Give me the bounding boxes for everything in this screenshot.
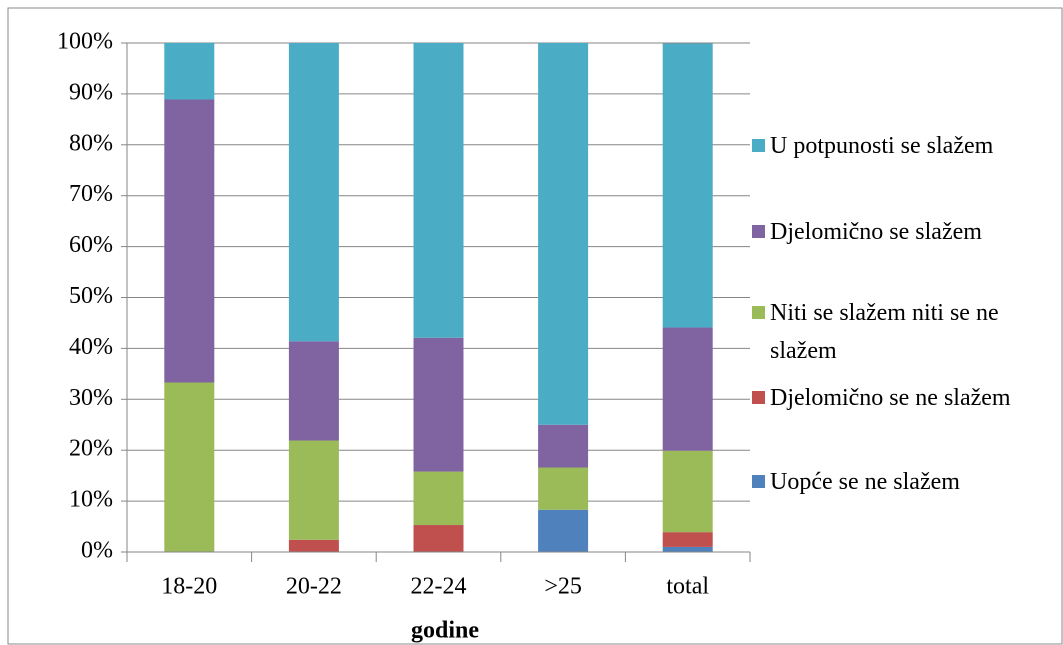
legend-swatch	[752, 306, 765, 319]
legend-entry: U potpunosti se slažem	[752, 127, 1055, 165]
legend-entry: Djelomično se ne slažem	[752, 379, 1055, 417]
x-tick-label: 22-24	[411, 574, 467, 600]
legend-label: U potpunosti se slažem	[770, 133, 994, 159]
y-tick-label: 70%	[69, 181, 113, 207]
bar-segment	[538, 424, 589, 468]
bar-segment	[413, 525, 464, 552]
y-tick-label: 100%	[57, 29, 113, 55]
y-tick-label: 10%	[69, 487, 113, 513]
legend-swatch	[752, 139, 765, 152]
bar-segment	[413, 43, 464, 338]
y-tick-label: 60%	[69, 232, 113, 258]
legend-swatch	[752, 391, 765, 404]
bar-segment	[538, 467, 589, 510]
legend-label: Djelomično se ne slažem	[770, 385, 1011, 411]
legend-swatch	[752, 225, 765, 238]
bar-segment	[413, 471, 464, 526]
bar-segment	[662, 327, 713, 451]
bar-segment	[288, 539, 339, 552]
y-tick-label: 0%	[81, 538, 113, 564]
bar-segment	[662, 532, 713, 547]
legend-entry: Niti se slažem niti se ne slažem	[752, 294, 1055, 370]
legend-entry: Djelomično se slažem	[752, 213, 1055, 251]
x-axis-title: godine	[411, 618, 479, 644]
y-tick-label: 90%	[69, 79, 113, 105]
y-tick-label: 30%	[69, 385, 113, 411]
y-tick-label: 20%	[69, 436, 113, 462]
x-tick-label: 20-22	[286, 574, 342, 600]
legend-label: Djelomično se slažem	[770, 219, 982, 245]
legend-label: Uopće se ne slažem	[770, 469, 960, 495]
x-tick-label: 18-20	[161, 574, 217, 600]
bar-segment	[538, 43, 589, 425]
x-tick-label: >25	[544, 574, 582, 600]
bar-segment	[662, 450, 713, 533]
bar-segment	[164, 382, 215, 552]
bar-segment	[662, 546, 713, 552]
bar-segment	[662, 43, 713, 328]
bar-segment	[288, 43, 339, 342]
y-tick-label: 40%	[69, 334, 113, 360]
chart-frame	[7, 7, 1063, 645]
bar-segment	[413, 337, 464, 472]
x-tick-label: total	[666, 574, 709, 600]
bar-segment	[288, 440, 339, 540]
legend-swatch	[752, 475, 765, 488]
bar-segment	[164, 43, 215, 100]
y-tick-label: 80%	[69, 130, 113, 156]
bar-segment	[164, 99, 215, 383]
bar-segment	[538, 509, 589, 552]
y-tick-label: 50%	[69, 283, 113, 309]
legend-label: Niti se slažem niti se ne slažem	[770, 300, 999, 364]
bar-segment	[288, 341, 339, 441]
legend-entry: Uopće se ne slažem	[752, 463, 1055, 501]
